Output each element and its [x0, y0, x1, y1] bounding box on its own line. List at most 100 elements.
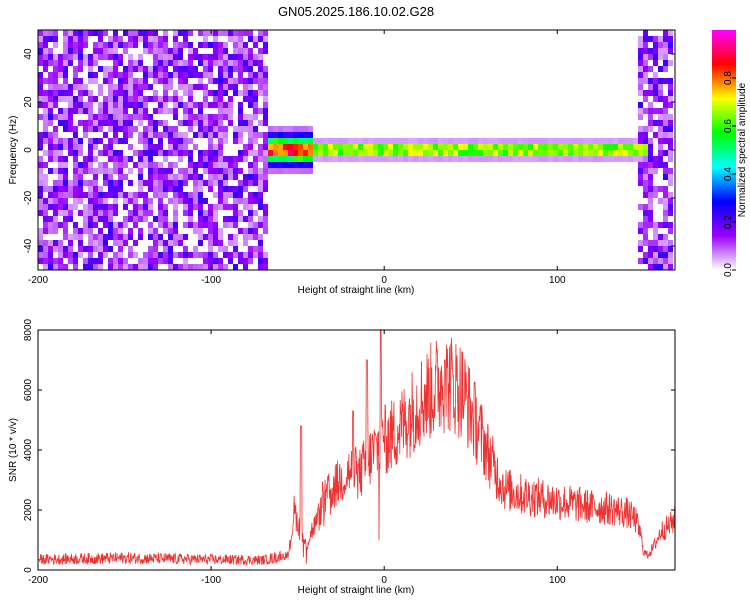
heatmap-cell — [148, 174, 153, 180]
heatmap-cell — [248, 246, 253, 252]
heatmap-cell — [658, 186, 663, 192]
heatmap-cell — [128, 72, 133, 78]
heatmap-cell — [93, 180, 98, 186]
heatmap-cell — [118, 84, 123, 90]
heatmap-cell — [158, 222, 163, 228]
heatmap-cell — [653, 168, 658, 174]
heatmap-cell — [68, 240, 73, 246]
heatmap-cell — [258, 222, 263, 228]
heatmap-cell — [98, 162, 103, 168]
heatmap-cell — [128, 60, 133, 66]
heatmap-cell — [498, 144, 503, 150]
heatmap-cell — [198, 186, 203, 192]
heatmap-cell — [88, 258, 93, 264]
heatmap-cell — [168, 126, 173, 132]
heatmap-cell — [538, 138, 543, 144]
heatmap-cell — [83, 192, 88, 198]
heatmap-cell — [203, 42, 208, 48]
heatmap-cell — [463, 138, 468, 144]
heatmap-cell — [128, 216, 133, 222]
heatmap-cell — [663, 102, 668, 108]
heatmap-cell — [38, 246, 43, 252]
heatmap-cell — [98, 84, 103, 90]
heatmap-cell — [643, 240, 648, 246]
heatmap-cell — [268, 168, 273, 174]
heatmap-cell — [253, 246, 258, 252]
heatmap-cell — [148, 264, 153, 270]
heatmap-cell — [128, 144, 133, 150]
heatmap-cell — [93, 54, 98, 60]
heatmap-cell — [83, 246, 88, 252]
heatmap-cell — [643, 66, 648, 72]
heatmap-cell — [633, 144, 638, 150]
heatmap-cell — [148, 96, 153, 102]
heatmap-cell — [323, 144, 328, 150]
heatmap-cell — [38, 72, 43, 78]
heatmap-cell — [143, 180, 148, 186]
heatmap-cell — [203, 36, 208, 42]
heatmap-cell — [653, 54, 658, 60]
heatmap-cell — [658, 246, 663, 252]
heatmap-cell — [168, 228, 173, 234]
heatmap-cell — [658, 126, 663, 132]
heatmap-cell — [63, 204, 68, 210]
heatmap-cell — [103, 42, 108, 48]
heatmap-cell — [83, 228, 88, 234]
x-tick-label: 100 — [549, 275, 566, 286]
heatmap-cell — [643, 54, 648, 60]
heatmap-cell — [88, 210, 93, 216]
heatmap-cell — [283, 144, 288, 150]
heatmap-cell — [668, 180, 673, 186]
heatmap-cell — [158, 144, 163, 150]
heatmap-cell — [208, 168, 213, 174]
heatmap-cell — [543, 150, 548, 156]
heatmap-cell — [203, 216, 208, 222]
heatmap-cell — [68, 120, 73, 126]
heatmap-cell — [668, 90, 673, 96]
heatmap-cell — [183, 108, 188, 114]
heatmap-cell — [103, 114, 108, 120]
heatmap-cell — [618, 138, 623, 144]
heatmap-cell — [658, 138, 663, 144]
heatmap-cell — [558, 144, 563, 150]
heatmap-cell — [198, 210, 203, 216]
heatmap-cell — [123, 96, 128, 102]
heatmap-cell — [73, 252, 78, 258]
heatmap-cell — [178, 252, 183, 258]
heatmap-cell — [668, 132, 673, 138]
heatmap-cell — [68, 192, 73, 198]
heatmap-cell — [68, 150, 73, 156]
heatmap-cell — [558, 156, 563, 162]
heatmap-cell — [638, 126, 643, 132]
heatmap-cell — [228, 78, 233, 84]
heatmap-cell — [58, 186, 63, 192]
heatmap-cell — [583, 150, 588, 156]
heatmap-cell — [188, 126, 193, 132]
spectrogram-x-label: Height of straight line (km) — [298, 285, 415, 296]
heatmap-cell — [213, 168, 218, 174]
heatmap-cell — [658, 114, 663, 120]
heatmap-cell — [308, 144, 313, 150]
heatmap-cell — [43, 132, 48, 138]
heatmap-cell — [283, 168, 288, 174]
heatmap-cell — [663, 258, 668, 264]
heatmap-cell — [193, 84, 198, 90]
heatmap-cell — [198, 120, 203, 126]
heatmap-cell — [48, 48, 53, 54]
heatmap-cell — [653, 192, 658, 198]
heatmap-cell — [123, 198, 128, 204]
heatmap-cell — [218, 132, 223, 138]
heatmap-cell — [208, 234, 213, 240]
heatmap-cell — [103, 216, 108, 222]
heatmap-cell — [43, 42, 48, 48]
heatmap-cell — [178, 48, 183, 54]
heatmap-cell — [183, 150, 188, 156]
heatmap-cell — [188, 120, 193, 126]
heatmap-cell — [273, 126, 278, 132]
heatmap-cell — [118, 252, 123, 258]
heatmap-cell — [178, 150, 183, 156]
heatmap-cell — [53, 72, 58, 78]
heatmap-cell — [63, 144, 68, 150]
heatmap-cell — [298, 162, 303, 168]
heatmap-cell — [108, 228, 113, 234]
